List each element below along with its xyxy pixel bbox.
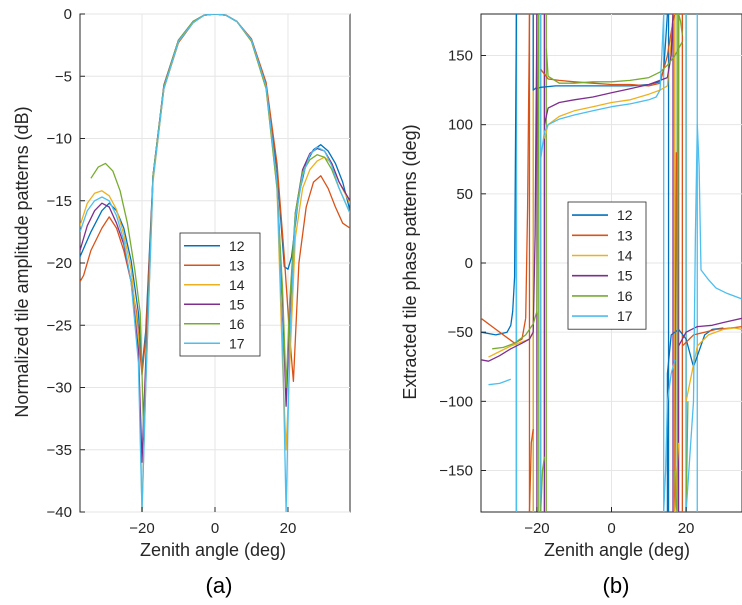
legend-box — [179, 232, 261, 357]
y-tick-label: −20 — [47, 255, 72, 272]
y-tick-label: −10 — [47, 131, 72, 148]
amplitude-chart: 0 −5 −10 −15 −20 −25 −30 −35 −40 −20 0 20 Zenith a… — [12, 6, 351, 598]
series-line-12 — [536, 14, 669, 90]
phase-y-axis-label: Extracted tile phase patterns (deg) — [400, 124, 420, 399]
y-tick-label: −30 — [47, 380, 72, 397]
phase-series — [481, 14, 742, 512]
legend-entry: 17 — [229, 335, 245, 351]
series-line-17 — [80, 14, 350, 512]
x-tick-label: 0 — [607, 520, 615, 537]
series-line-17 — [488, 378, 512, 386]
y-tick-label: 0 — [64, 6, 72, 23]
phase-x-axis-label: Zenith angle (deg) — [544, 540, 690, 560]
series-line-12 — [481, 14, 518, 336]
y-tick-label: −25 — [47, 317, 72, 334]
legend-entry: 13 — [229, 257, 245, 273]
y-tick-label: −5 — [55, 68, 72, 85]
legend-entry: 12 — [229, 238, 245, 254]
amplitude-y-ticks: 0 −5 −10 −15 −20 −25 −30 −35 −40 — [47, 6, 85, 521]
x-tick-label: 0 — [211, 520, 219, 537]
series-line-17 — [685, 124, 742, 512]
series-line-16 — [685, 401, 689, 512]
y-tick-label: −50 — [448, 324, 473, 341]
y-tick-label: 0 — [465, 255, 473, 272]
legend-entry: 13 — [617, 227, 633, 243]
legend-entry: 14 — [617, 248, 633, 264]
y-tick-label: 50 — [456, 186, 473, 203]
x-tick-label: −20 — [129, 520, 154, 537]
y-tick-label: 150 — [448, 48, 473, 65]
y-tick-label: −150 — [439, 463, 473, 480]
series-line-13 — [528, 428, 534, 512]
phase-x-ticks: −20 0 20 — [524, 507, 694, 537]
series-line-15 — [666, 14, 674, 78]
series-line-15 — [481, 331, 534, 362]
x-tick-label: 20 — [678, 520, 695, 537]
series-line-13 — [80, 14, 350, 382]
series-line-16 — [540, 456, 546, 512]
series-line-15 — [678, 317, 742, 347]
series-line-15 — [532, 14, 538, 333]
series-line-17 — [540, 14, 665, 160]
amplitude-caption: (a) — [206, 573, 233, 598]
series-line-16 — [536, 14, 540, 312]
series-line-17 — [663, 359, 676, 512]
phase-chart: 150 100 50 0 −50 −100 −150 −20 0 20 Zenith angle… — [400, 13, 742, 598]
series-line-16 — [492, 311, 538, 350]
y-tick-label: −15 — [47, 193, 72, 210]
series-line-13 — [481, 317, 527, 344]
legend-entry: 14 — [229, 277, 245, 293]
y-tick-label: −40 — [47, 504, 72, 521]
legend-entry: 15 — [229, 296, 245, 312]
series-line-16 — [545, 41, 683, 84]
legend-box — [567, 201, 647, 330]
series-line-14 — [685, 327, 742, 402]
legend-entry: 15 — [617, 268, 633, 284]
amplitude-x-axis-label: Zenith angle (deg) — [140, 540, 286, 560]
y-tick-label: 100 — [448, 117, 473, 134]
amplitude-series — [80, 14, 350, 512]
amplitude-y-axis-label: Normalized tile amplitude patterns (dB) — [12, 106, 32, 417]
legend-entry: 16 — [617, 288, 633, 304]
y-tick-label: −100 — [439, 393, 473, 410]
x-tick-label: −20 — [524, 520, 549, 537]
series-line-16 — [674, 14, 683, 512]
series-line-15 — [543, 76, 668, 125]
y-tick-label: −35 — [47, 442, 72, 459]
legend-entry: 12 — [617, 207, 633, 223]
amplitude-legend: 12 13 14 15 16 17 — [179, 232, 261, 357]
series-line-15 — [80, 14, 350, 463]
legend-entry: 16 — [229, 316, 245, 332]
series-line-14 — [80, 14, 350, 512]
phase-legend: 12 13 14 15 16 17 — [567, 201, 647, 330]
series-line-13 — [525, 14, 531, 319]
series-line-14 — [543, 85, 668, 139]
phase-y-ticks: 150 100 50 0 −50 −100 −150 — [439, 48, 486, 480]
phase-caption: (b) — [603, 573, 630, 598]
series-line-13 — [674, 152, 678, 512]
amplitude-x-ticks: −20 0 20 — [129, 507, 296, 537]
x-tick-label: 20 — [280, 520, 297, 537]
legend-entry: 17 — [617, 308, 633, 324]
